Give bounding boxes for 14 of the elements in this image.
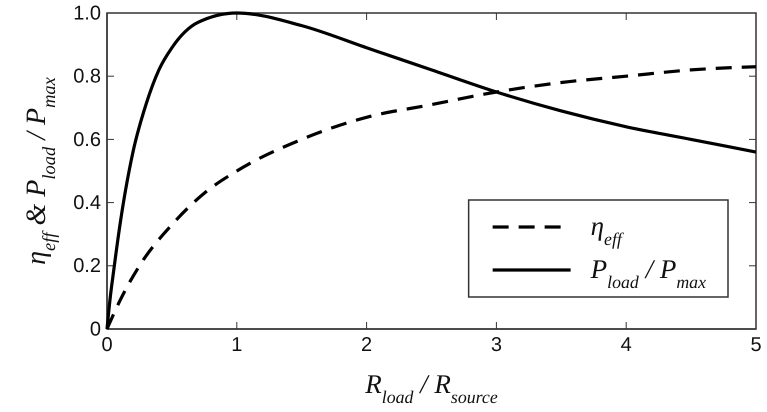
x-axis-title: R$_{load}$ / R$_{source}$ bbox=[364, 369, 498, 407]
x-tick-label: 5 bbox=[750, 334, 762, 356]
x-tick-label: 1 bbox=[231, 334, 242, 356]
x-tick-label: 2 bbox=[361, 334, 372, 356]
x-tick-label: 3 bbox=[490, 334, 502, 356]
y-tick-label: 0.6 bbox=[73, 128, 101, 151]
y-tick-label: 0.2 bbox=[73, 255, 101, 278]
y-tick-label: 1.0 bbox=[73, 2, 101, 24]
y-tick-label: 0.8 bbox=[73, 66, 101, 88]
y-tick-label: 0 bbox=[90, 318, 101, 340]
x-tick-label: 4 bbox=[620, 334, 632, 356]
y-tick-label: 0.4 bbox=[73, 192, 101, 214]
legend-label: η$_{eff}$ bbox=[590, 211, 624, 249]
legend-label: P$_{load}$ / P$_{max}$ bbox=[590, 254, 706, 292]
